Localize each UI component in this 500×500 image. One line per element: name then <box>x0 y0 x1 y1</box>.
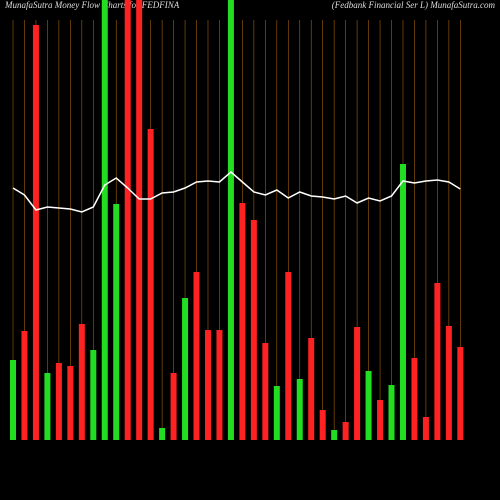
bar <box>365 371 372 440</box>
bar <box>182 298 189 440</box>
bar <box>422 417 429 440</box>
chart-title: MunafaSutra Money Flow Charts for FEDFIN… <box>4 0 180 10</box>
bar <box>239 203 246 440</box>
bar <box>204 330 211 440</box>
bar <box>67 366 74 440</box>
bar <box>273 386 280 440</box>
bar <box>10 360 16 440</box>
bar <box>250 220 257 440</box>
bar <box>216 330 223 440</box>
bar <box>457 347 464 440</box>
bar <box>136 0 143 440</box>
bar <box>388 385 395 440</box>
bar <box>296 379 303 440</box>
bar <box>308 338 315 440</box>
bar <box>21 331 28 440</box>
bar <box>44 373 51 440</box>
bar <box>377 400 384 440</box>
bar <box>159 428 166 440</box>
bar <box>354 327 361 440</box>
bar <box>331 430 338 440</box>
bar <box>445 326 452 440</box>
bar <box>262 343 269 440</box>
bar <box>101 0 108 440</box>
bar <box>285 272 292 440</box>
bar <box>399 164 406 440</box>
bar <box>319 410 326 440</box>
bar <box>147 129 154 440</box>
bar <box>193 272 200 440</box>
bar <box>342 422 349 440</box>
bar <box>124 0 131 440</box>
bar <box>55 363 62 440</box>
chart-subtitle: (Fedbank Financial Ser L) MunafaSutra.co… <box>332 0 496 10</box>
bar <box>411 358 418 440</box>
bar <box>113 204 120 440</box>
bar <box>170 373 177 440</box>
money-flow-line <box>12 171 461 213</box>
bar <box>90 350 97 440</box>
bar <box>32 25 39 440</box>
bar <box>227 0 234 440</box>
bar <box>78 324 85 440</box>
bar <box>434 283 441 440</box>
